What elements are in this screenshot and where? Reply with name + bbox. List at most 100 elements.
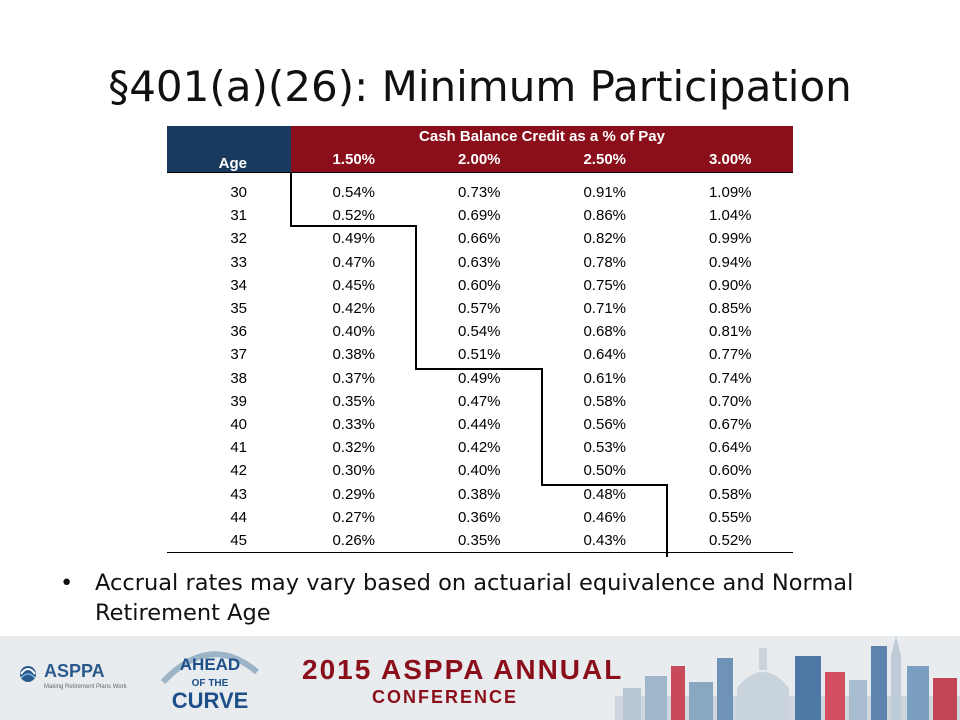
age-cell: 31 — [230, 207, 247, 225]
rate-cell: 0.66% — [457, 230, 501, 248]
rate-cell: 0.30% — [332, 462, 376, 480]
table-row: 32 0.49% 0.66% 0.82% 0.99% — [167, 227, 793, 250]
rate-cell: 1.09% — [708, 184, 752, 202]
staircase-line — [290, 225, 415, 227]
rate-cell: 0.74% — [708, 369, 752, 387]
rate-cell: 0.71% — [583, 300, 627, 318]
rate-cell: 0.53% — [583, 439, 627, 457]
rate-cell: 0.78% — [583, 253, 627, 271]
rate-cell: 0.77% — [708, 346, 752, 364]
age-cell: 35 — [230, 300, 247, 318]
rate-cell: 0.48% — [583, 485, 627, 503]
table-body: 30 0.54% 0.73% 0.91% 1.09% 31 0.52% 0.69% 0.86% 1… — [167, 172, 793, 553]
table-row: 33 0.47% 0.63% 0.78% 0.94% — [167, 251, 793, 274]
rate-cell: 0.61% — [583, 369, 627, 387]
rate-cell: 0.46% — [583, 508, 627, 526]
rate-cell: 0.99% — [708, 230, 752, 248]
staircase-line — [415, 225, 417, 368]
rate-cell: 0.35% — [332, 392, 376, 410]
staircase-line — [541, 484, 666, 486]
rate-cell: 0.86% — [583, 207, 627, 225]
rate-cell: 0.70% — [708, 392, 752, 410]
age-cell: 38 — [230, 369, 247, 387]
rate-cell: 0.47% — [332, 253, 376, 271]
table-row: 31 0.52% 0.69% 0.86% 1.04% — [167, 204, 793, 227]
age-cell: 42 — [230, 462, 247, 480]
rate-cell: 0.64% — [708, 439, 752, 457]
rate-cell: 0.52% — [667, 528, 793, 553]
staircase-line — [666, 484, 668, 557]
table-row: 43 0.29% 0.38% 0.48% 0.58% — [167, 482, 793, 505]
rate-cell: 0.38% — [332, 346, 376, 364]
bullet-text: Accrual rates may vary based on actuaria… — [95, 570, 854, 626]
rate-cell: 0.81% — [708, 323, 752, 341]
asppa-logo-icon — [20, 666, 36, 682]
rate-cell: 0.49% — [332, 230, 376, 248]
rate-cell: 0.55% — [708, 508, 752, 526]
age-cell: 33 — [230, 253, 247, 271]
age-cell: 34 — [230, 276, 247, 294]
conference-title: 2015 ASPPA ANNUAL — [302, 654, 624, 685]
rate-cell: 0.60% — [708, 462, 752, 480]
rate-header: 2.50% — [542, 146, 668, 173]
age-cell: 41 — [230, 439, 247, 457]
asppa-logo-text: ASPPA — [44, 661, 105, 681]
asppa-tagline: Making Retirement Plans Work — [44, 684, 127, 690]
table-row: 35 0.42% 0.57% 0.71% 0.85% — [167, 297, 793, 320]
rate-cell: 0.90% — [708, 276, 752, 294]
ahead-of-the-curve-logo: AHEAD OF THE CURVE — [160, 651, 259, 713]
rate-cell: 0.50% — [583, 462, 627, 480]
rate-cell: 0.91% — [583, 184, 627, 202]
rate-cell: 0.37% — [332, 369, 376, 387]
rate-cell: 0.73% — [457, 184, 501, 202]
rate-cell: 0.36% — [457, 508, 501, 526]
rate-table: Age Cash Balance Credit as a % of Pay 1.… — [167, 126, 793, 557]
rate-cell: 0.43% — [542, 528, 668, 553]
rate-cell: 0.33% — [332, 415, 376, 433]
table-row: 41 0.32% 0.42% 0.53% 0.64% — [167, 436, 793, 459]
rate-cell: 0.47% — [457, 392, 501, 410]
table-row: 44 0.27% 0.36% 0.46% 0.55% — [167, 506, 793, 529]
rate-cell: 0.42% — [457, 439, 501, 457]
age-cell: 39 — [230, 392, 247, 410]
rate-cell: 0.82% — [583, 230, 627, 248]
rate-cell: 0.54% — [457, 323, 501, 341]
rate-cell: 0.54% — [332, 184, 376, 202]
rate-cell: 0.42% — [332, 300, 376, 318]
staircase-line — [541, 368, 543, 484]
rate-cell: 0.26% — [291, 528, 417, 553]
rate-cell: 0.60% — [457, 276, 501, 294]
rate-header: 2.00% — [416, 146, 542, 173]
table-row: 40 0.33% 0.44% 0.56% 0.67% — [167, 413, 793, 436]
table-row: 42 0.30% 0.40% 0.50% 0.60% — [167, 459, 793, 482]
bullet-point: • Accrual rates may vary based on actuar… — [60, 568, 920, 628]
table-row: 30 0.54% 0.73% 0.91% 1.09% — [167, 181, 793, 204]
table-row: 38 0.37% 0.49% 0.61% 0.74% — [167, 367, 793, 390]
rate-cell: 0.68% — [583, 323, 627, 341]
rate-cell: 0.44% — [457, 415, 501, 433]
age-cell: 37 — [230, 346, 247, 364]
rate-cell: 1.04% — [708, 207, 752, 225]
rate-header: 3.00% — [667, 146, 793, 173]
rate-cell: 0.27% — [332, 508, 376, 526]
table-row: 36 0.40% 0.54% 0.68% 0.81% — [167, 320, 793, 343]
rate-cell: 0.52% — [332, 207, 376, 225]
rate-cell: 0.45% — [332, 276, 376, 294]
rate-cell: 0.94% — [708, 253, 752, 271]
rate-cell: 0.38% — [457, 485, 501, 503]
table-row: 37 0.38% 0.51% 0.64% 0.77% — [167, 343, 793, 366]
rate-cell: 0.49% — [457, 369, 501, 387]
age-cell: 32 — [230, 230, 247, 248]
conference-subtitle: CONFERENCE — [372, 687, 519, 707]
band-title: Cash Balance Credit as a % of Pay — [291, 126, 793, 146]
rate-cell: 0.58% — [708, 485, 752, 503]
rate-cell: 0.40% — [457, 462, 501, 480]
rate-cell: 0.35% — [416, 528, 542, 553]
rate-cell: 0.85% — [708, 300, 752, 318]
rate-cell: 0.67% — [708, 415, 752, 433]
age-cell: 44 — [230, 508, 247, 526]
rate-cell: 0.32% — [332, 439, 376, 457]
conference-footer: ASPPA Making Retirement Plans Work AHEAD… — [0, 636, 960, 720]
rate-cell: 0.51% — [457, 346, 501, 364]
age-header: Age — [167, 126, 291, 173]
